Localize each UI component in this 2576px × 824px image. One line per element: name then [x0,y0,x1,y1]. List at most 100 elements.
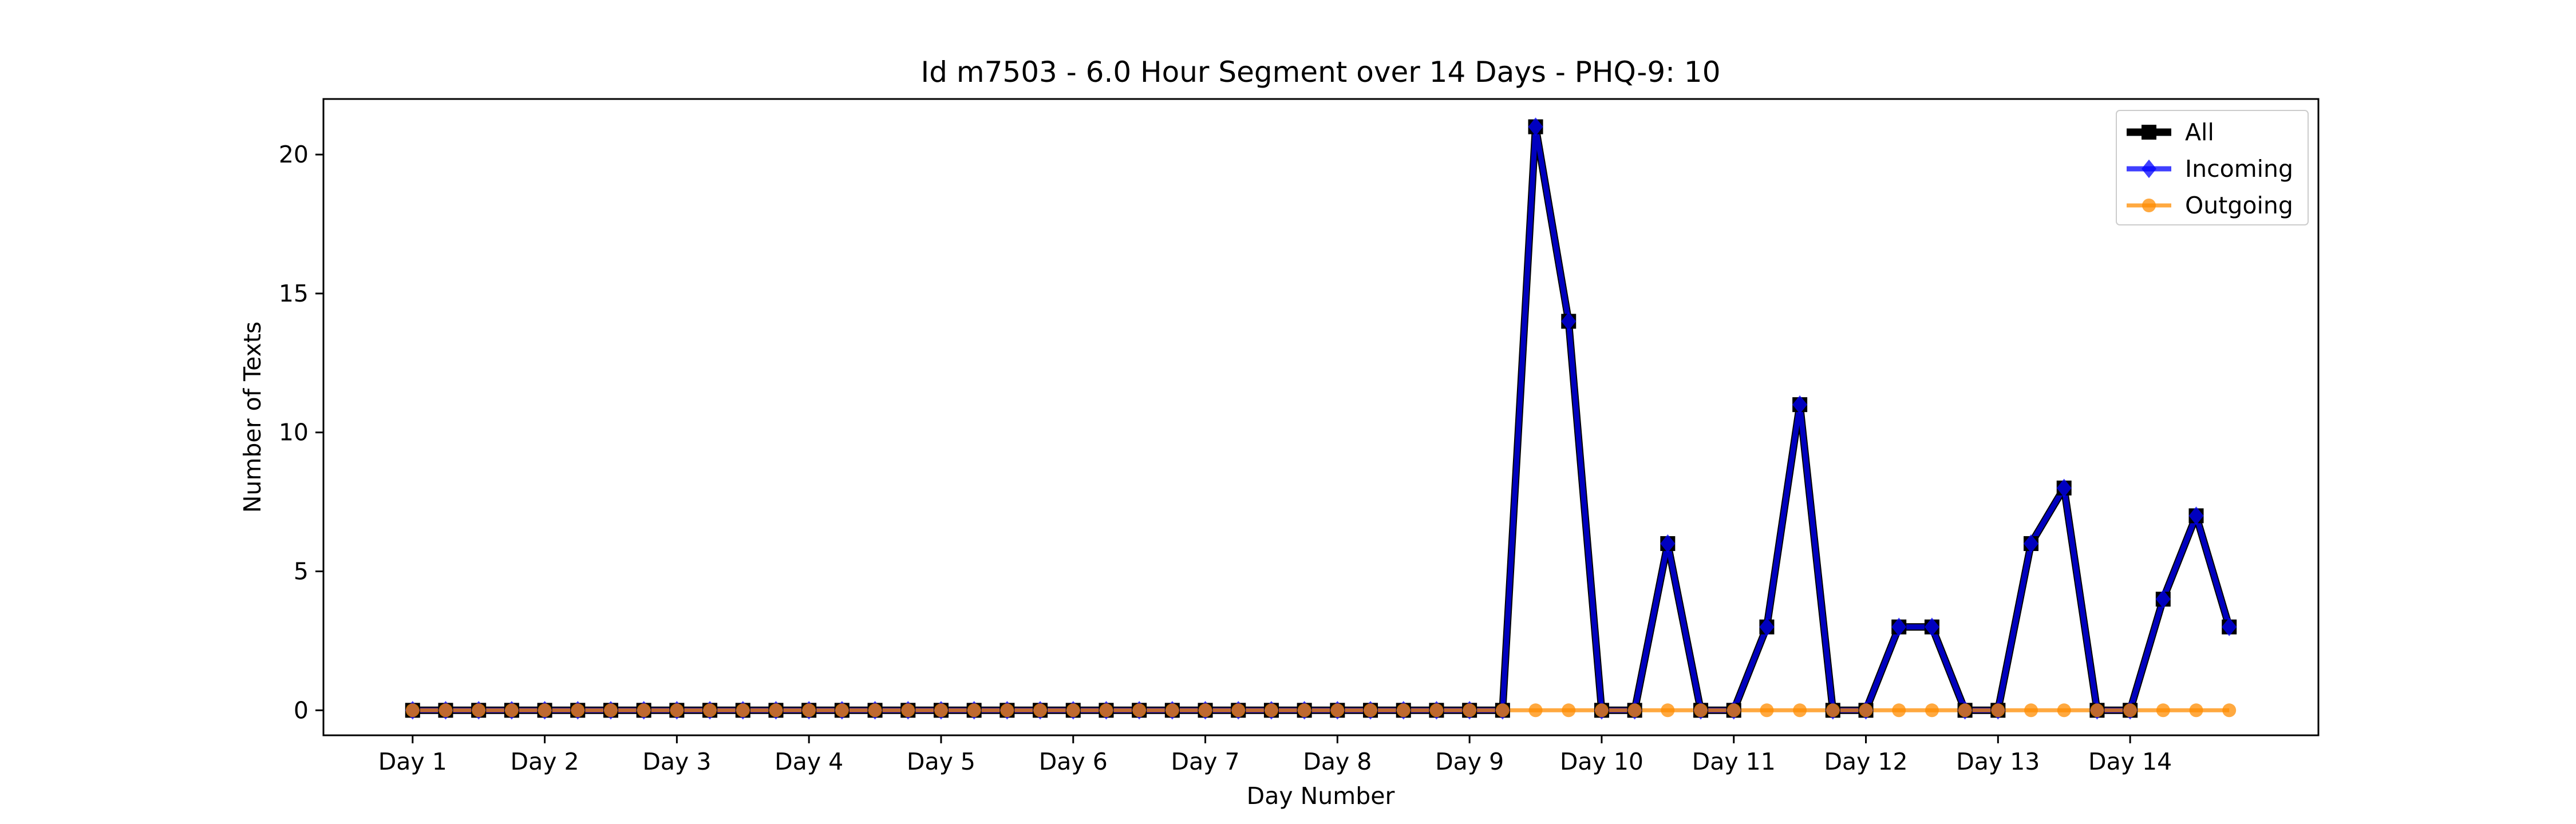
legend-marker-all [2142,125,2156,140]
data-point-outgoing [1562,703,1576,718]
data-point-incoming [1792,395,1808,414]
legend-marker-outgoing [2142,199,2156,212]
data-point-outgoing [1859,703,1873,718]
x-tick-label: Day 2 [511,748,579,775]
data-point-outgoing [405,703,420,718]
data-point-outgoing [1463,703,1477,718]
x-tick-label: Day 10 [1560,748,1643,775]
data-point-outgoing [1726,703,1741,718]
data-point-outgoing [1132,703,1147,718]
data-point-outgoing [1033,703,1048,718]
data-point-outgoing [736,703,750,718]
data-point-outgoing [2123,703,2138,718]
data-point-outgoing [2024,703,2038,718]
data-point-outgoing [1661,703,1675,718]
x-tick-label: Day 7 [1171,748,1240,775]
data-point-outgoing [703,703,717,718]
data-point-outgoing [2222,703,2237,718]
data-point-outgoing [1793,703,1807,718]
x-tick-label: Day 13 [1956,748,2040,775]
data-point-outgoing [1429,703,1444,718]
x-tick-label: Day 11 [1692,748,1776,775]
data-point-outgoing [538,703,552,718]
plot-frame [322,98,2320,736]
data-point-outgoing [2057,703,2071,718]
data-point-incoming [2024,534,2039,553]
data-point-outgoing [2189,703,2203,718]
data-point-outgoing [835,703,849,718]
data-point-outgoing [1594,703,1609,718]
legend: All Incoming Outgoing [2116,110,2309,225]
data-point-incoming [1561,312,1577,331]
data-point-outgoing [1627,703,1642,718]
data-point-incoming [2056,478,2072,498]
x-tick-label: Day 4 [775,748,843,775]
data-point-outgoing [1958,703,1972,718]
data-point-incoming [1891,617,1907,636]
series-markers [405,117,2237,720]
data-point-outgoing [967,703,981,718]
data-point-incoming [2155,589,2171,609]
data-point-incoming [1660,534,1676,553]
legend-label-all: All [2185,118,2214,146]
data-point-outgoing [571,703,585,718]
data-point-outgoing [1231,703,1246,718]
x-tick-label: Day 1 [378,748,447,775]
data-point-outgoing [868,703,882,718]
data-point-outgoing [1099,703,1113,718]
data-point-outgoing [603,703,618,718]
x-tick-label: Day 8 [1303,748,1372,775]
y-tick-label: 5 [294,558,309,585]
data-point-incoming [2188,506,2204,525]
data-point-outgoing [670,703,684,718]
x-axis-label: Day Number [1247,782,1395,810]
data-point-outgoing [2090,703,2104,718]
data-point-outgoing [934,703,948,718]
legend-label-incoming: Incoming [2185,155,2293,183]
data-point-outgoing [1925,703,1939,718]
x-tick-label: Day 5 [907,748,975,775]
x-tick-label: Day 3 [642,748,711,775]
x-tick-label: Day 6 [1039,748,1108,775]
x-axis-ticks: Day 1 Day 2 Day 3 Day 4 Day 5 Day 6 Day 7 Day 8… [378,735,2172,775]
data-point-outgoing [504,703,519,718]
data-point-incoming [1528,117,1543,136]
data-point-outgoing [438,703,453,718]
data-point-outgoing [1991,703,2005,718]
data-point-outgoing [769,703,783,718]
data-point-outgoing [1000,703,1014,718]
legend-label-outgoing: Outgoing [2185,192,2293,219]
data-point-outgoing [1892,703,1906,718]
y-tick-label: 0 [294,696,309,724]
data-point-outgoing [1364,703,1378,718]
data-point-outgoing [1694,703,1708,718]
data-point-outgoing [1264,703,1278,718]
data-point-outgoing [1066,703,1080,718]
data-point-outgoing [1330,703,1345,718]
data-point-outgoing [802,703,816,718]
legend-box [2116,110,2309,225]
data-point-outgoing [1495,703,1510,718]
data-point-incoming [1759,617,1775,636]
data-point-outgoing [901,703,915,718]
data-point-outgoing [1297,703,1311,718]
y-axis-ticks: 0 5 10 15 20 [279,141,323,724]
data-point-outgoing [1826,703,1840,718]
legend-marker-incoming [2142,159,2156,179]
data-point-outgoing [1396,703,1411,718]
data-point-incoming [2222,617,2237,636]
data-point-outgoing [637,703,651,718]
chart-title: Id m7503 - 6.0 Hour Segment over 14 Days… [920,56,1720,89]
y-axis-label: Number of Texts [239,322,266,513]
y-tick-label: 10 [279,419,309,446]
plot-area [323,99,2318,735]
x-tick-label: Day 12 [1824,748,1907,775]
data-point-outgoing [1198,703,1212,718]
data-point-incoming [1924,617,1939,636]
x-tick-label: Day 14 [2088,748,2172,775]
y-tick-label: 15 [279,280,309,307]
data-point-outgoing [1165,703,1179,718]
data-point-outgoing [2156,703,2170,718]
data-point-outgoing [1528,703,1543,718]
